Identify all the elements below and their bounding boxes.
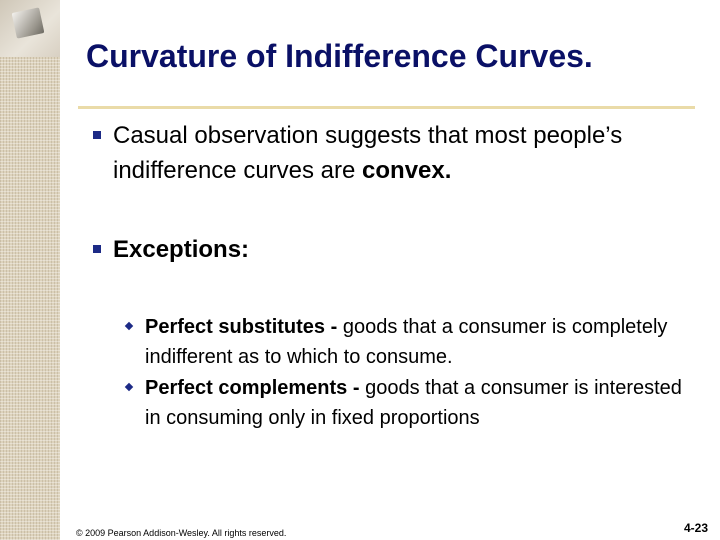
sub-bullet-text: goods that a consumer is interested in c… xyxy=(145,377,682,429)
page-number: 4-23 xyxy=(683,521,708,535)
sub-bullet-text: goods that a consumer is completely indi… xyxy=(145,316,668,368)
bullet-text: Casual observation suggests that most pe… xyxy=(113,122,623,184)
diamond-bullet-icon xyxy=(124,382,134,392)
sub-bullet-substitutes: Perfect substitutes - goods that a consu… xyxy=(124,312,686,372)
square-bullet-icon xyxy=(93,131,101,139)
square-bullet-icon xyxy=(93,245,101,253)
bullet-exceptions: Exceptions: xyxy=(93,232,249,267)
decorative-side-strip xyxy=(0,0,60,540)
slide-title: Curvature of Indifference Curves. xyxy=(86,38,593,74)
sub-bullet-term: Perfect complements - xyxy=(145,377,360,399)
bullet-bold-text: convex. xyxy=(362,157,452,184)
copyright-footer: © 2009 Pearson Addison-Wesley. All right… xyxy=(76,528,287,538)
sub-bullet-complements: Perfect complements - goods that a consu… xyxy=(124,373,686,433)
diamond-bullet-icon xyxy=(124,321,134,331)
bullet-convex: Casual observation suggests that most pe… xyxy=(93,118,653,188)
sub-bullet-term: Perfect substitutes - xyxy=(145,316,338,338)
bullet-bold-text: Exceptions: xyxy=(113,236,250,263)
crystal-cube-image xyxy=(0,0,60,57)
cube-shape xyxy=(11,7,45,39)
title-divider xyxy=(78,106,695,109)
